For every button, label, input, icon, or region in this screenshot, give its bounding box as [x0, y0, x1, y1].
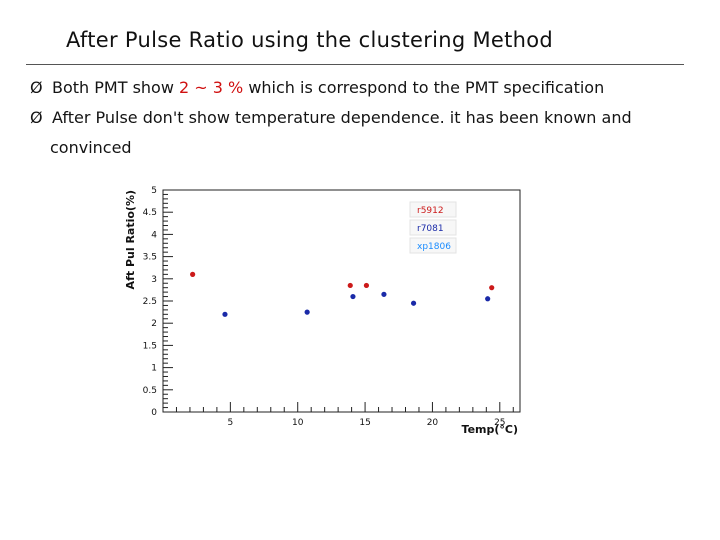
arrow-bullet-icon: Ø — [30, 108, 43, 127]
bullet-list: Ø Both PMT show 2 ~ 3 % which is correspo… — [30, 76, 710, 166]
y-tick-label: 3 — [151, 275, 157, 285]
bullet-text-post: which is correspond to the PMT specifica… — [248, 78, 605, 97]
data-point — [489, 285, 495, 291]
data-point — [485, 296, 491, 302]
data-point — [410, 300, 417, 306]
bullet-item-temperature-continued: convinced — [30, 136, 710, 166]
data-point — [222, 311, 228, 317]
arrow-bullet-icon: Ø — [30, 78, 43, 97]
x-tick-label: 15 — [359, 418, 370, 428]
y-tick-label: 1 — [151, 364, 157, 374]
y-tick-label: 4 — [151, 230, 157, 240]
x-tick-label: 5 — [227, 418, 233, 428]
bullet-text-pre: Both PMT show — [52, 78, 180, 97]
y-tick-label: 2 — [151, 319, 157, 329]
bullet-text-line1: After Pulse don't show temperature depen… — [52, 108, 632, 127]
x-tick-label: 20 — [427, 418, 439, 428]
x-tick-label: 25 — [494, 418, 505, 428]
bullet-item-specification: Ø Both PMT show 2 ~ 3 % which is correspo… — [30, 76, 710, 106]
legend-entry-box — [409, 201, 457, 218]
x-tick-label: 10 — [292, 418, 304, 428]
data-point — [347, 282, 353, 289]
y-axis-label: Aft Pul Ratio(%) — [124, 190, 137, 289]
plot-frame — [162, 189, 521, 413]
bullet-item-temperature: Ø After Pulse don't show temperature depe… — [30, 106, 710, 136]
data-point — [350, 293, 356, 300]
title-divider — [26, 64, 684, 65]
legend-label: r5912 — [417, 206, 444, 216]
data-point — [190, 271, 196, 277]
y-tick-label: 4.5 — [143, 208, 157, 218]
x-axis-label: Temp(°C) — [462, 423, 518, 436]
data-point — [363, 282, 370, 289]
slide-title: After Pulse Ratio using the clustering M… — [66, 28, 554, 52]
bullet-text-line2: convinced — [50, 138, 132, 157]
y-tick-label: 1.5 — [143, 341, 157, 351]
data-point — [304, 309, 310, 315]
legend-label: r7081 — [417, 224, 444, 234]
bullet-highlight-range: 2 ~ 3 % — [179, 78, 249, 97]
data-point — [381, 291, 387, 297]
legend-label: xp1806 — [417, 242, 451, 252]
y-tick-label: 5 — [151, 186, 157, 196]
legend-entry-box — [409, 237, 457, 254]
y-tick-label: 0 — [151, 408, 157, 418]
y-tick-label: 2.5 — [143, 297, 157, 307]
y-tick-label: 0.5 — [143, 386, 157, 396]
y-tick-label: 3.5 — [143, 253, 157, 263]
legend-entry-box — [409, 219, 457, 236]
